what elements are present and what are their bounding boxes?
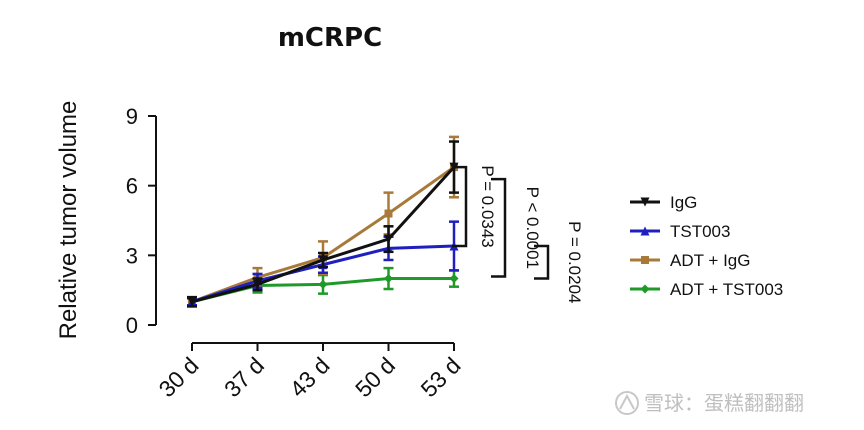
legend-marker	[640, 284, 650, 294]
data-point	[384, 274, 393, 284]
significance-bracket: P = 0.0204	[534, 221, 584, 304]
y-axis-label: Relative tumor volume	[55, 101, 82, 340]
data-point	[449, 274, 459, 284]
watermark-logo-icon	[615, 391, 639, 415]
data-point	[187, 297, 197, 307]
y-axis: 0 3 6 9	[126, 104, 157, 338]
significance-bracket: P < 0.0001	[491, 177, 542, 278]
watermark-text: 雪球：蛋糕翻翻翻	[644, 391, 804, 415]
p-value-label: P = 0.0343	[478, 165, 497, 247]
legend-marker	[641, 256, 649, 264]
legend-item: IgG	[630, 193, 697, 212]
legend-marker	[640, 197, 650, 207]
p-value-label: P < 0.0001	[523, 187, 542, 269]
data-point	[318, 255, 328, 265]
y-tick-label: 3	[126, 243, 138, 268]
series-layer	[187, 135, 459, 308]
watermark: 雪球：蛋糕翻翻翻	[615, 391, 804, 415]
legend-label: ADT + IgG	[670, 251, 750, 270]
legend-item: TST003	[630, 222, 730, 241]
legend-label: TST003	[670, 222, 730, 241]
x-tick-label: 50 d	[350, 352, 400, 402]
series-igg	[187, 140, 459, 308]
significance-annotations: P = 0.0343 P < 0.0001 P = 0.0204	[452, 165, 584, 304]
y-tick-label: 9	[126, 104, 138, 129]
legend-label: ADT + TST003	[670, 280, 783, 299]
x-tick-label: 30 d	[153, 352, 203, 402]
legend-item: ADT + TST003	[630, 280, 783, 299]
legend-label: IgG	[670, 193, 697, 212]
x-tick-label: 37 d	[219, 352, 269, 402]
legend-item: ADT + IgG	[630, 251, 750, 270]
significance-bracket: P = 0.0343	[452, 165, 497, 248]
data-point	[253, 279, 262, 289]
y-tick-label: 6	[126, 174, 138, 199]
data-point	[318, 279, 328, 289]
y-tick-label: 0	[126, 313, 138, 338]
data-point	[384, 209, 393, 218]
chart-title: mCRPC	[278, 23, 382, 53]
p-value-label: P = 0.0204	[565, 221, 584, 303]
x-tick-label: 53 d	[415, 352, 465, 402]
data-point	[384, 234, 393, 244]
legend: IgG TST003 ADT + IgG ADT + TST003	[630, 193, 783, 299]
legend-marker	[640, 226, 650, 236]
x-axis: 30 d 37 d 43 d 50 d 53 d	[153, 342, 466, 402]
x-tick-label: 43 d	[284, 352, 334, 402]
